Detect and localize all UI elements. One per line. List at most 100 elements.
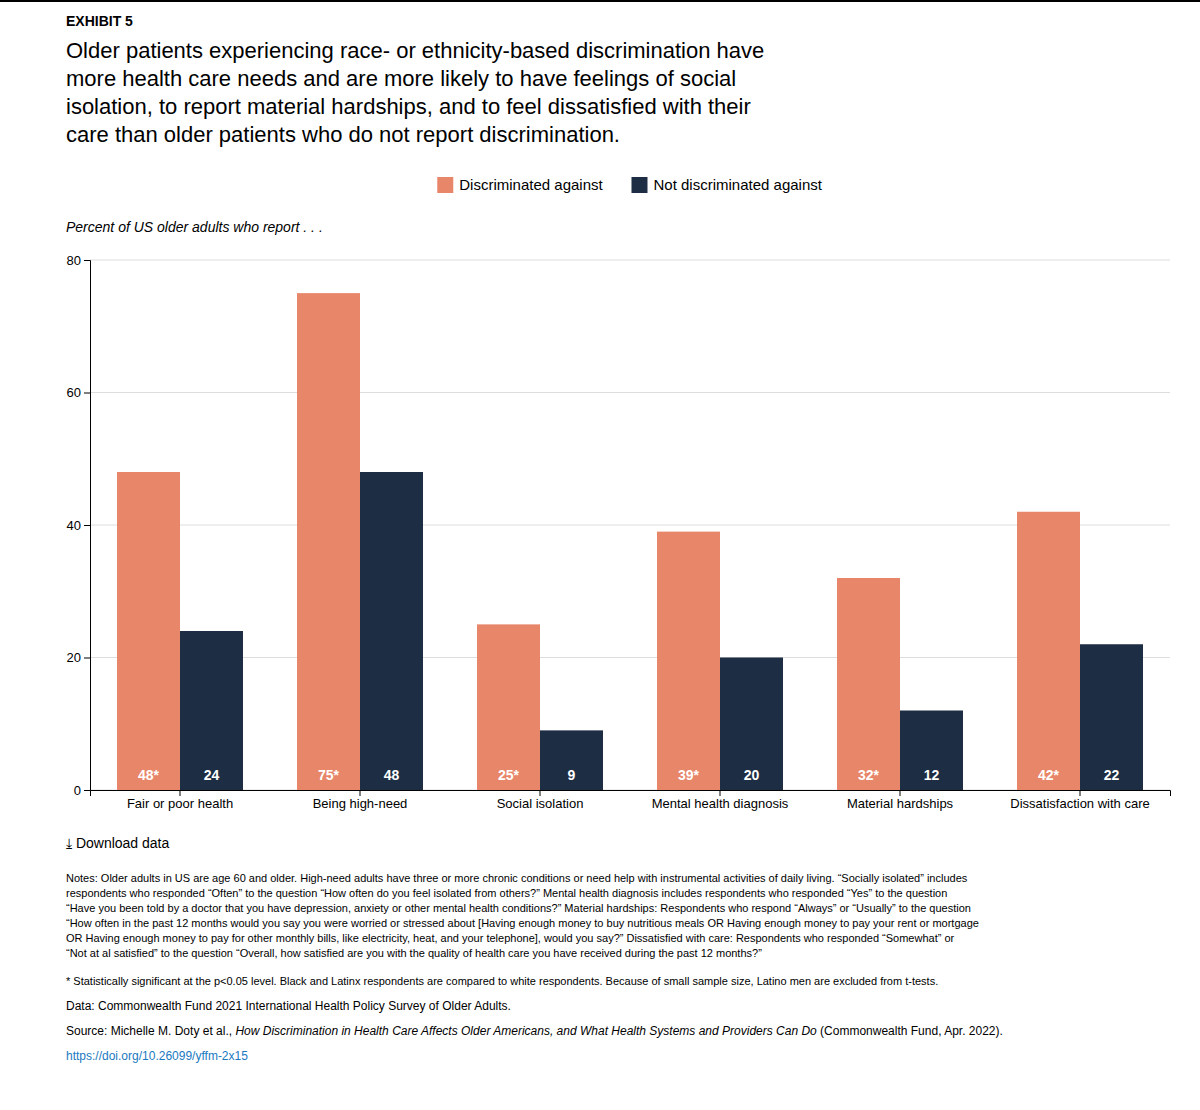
- tick: Fair or poor health: [127, 790, 233, 811]
- download-link[interactable]: ⤓ Download data: [66, 835, 170, 851]
- tick: Being high-need: [313, 790, 408, 811]
- legend-item: Not discriminated against: [631, 176, 822, 193]
- tick-mark: [720, 790, 721, 796]
- y-axis: 0 20 40 60 80: [67, 253, 91, 798]
- tick-label: Dissatisfaction with care: [1010, 796, 1149, 811]
- note-line: “How often in the past 12 months would y…: [66, 917, 979, 929]
- bar: [540, 730, 603, 790]
- tick-mark: [84, 260, 90, 261]
- data-label: 48*: [138, 767, 160, 783]
- legend-label: Not discriminated against: [653, 176, 822, 193]
- grid-line: [90, 392, 1170, 393]
- tick-label: Being high-need: [313, 796, 408, 811]
- bar: [477, 624, 540, 790]
- data-label: 32*: [858, 767, 880, 783]
- series: [180, 472, 1143, 790]
- tick: 60: [67, 385, 90, 400]
- tick-label: Fair or poor health: [127, 796, 233, 811]
- tick-label: 80: [67, 253, 81, 268]
- note-line: “Have you been told by a doctor that you…: [66, 902, 971, 914]
- tick: Dissatisfaction with care: [1010, 790, 1149, 811]
- tick: 0: [74, 783, 90, 798]
- note-line: “Not at al satisfied” to the question “O…: [66, 947, 762, 959]
- legend-item: Discriminated against: [437, 176, 603, 193]
- tick-label: 60: [67, 385, 81, 400]
- chart: EXHIBIT 5 Older patients experiencing rac…: [0, 0, 1200, 1110]
- source: Source: Michelle M. Doty et al., How Dis…: [66, 1024, 1003, 1038]
- source-part: Source: Michelle M. Doty et al.,: [66, 1024, 235, 1038]
- bar: [837, 578, 900, 790]
- subtitle: Percent of US older adults who report . …: [66, 219, 323, 235]
- note-line: OR Having enough money to pay for other …: [66, 932, 955, 944]
- source-url[interactable]: https://doi.org/10.26099/yffm-2x15: [66, 1049, 248, 1063]
- bar: [297, 293, 360, 790]
- top-rule: [0, 0, 1200, 2]
- tick: Mental health diagnosis: [652, 790, 789, 811]
- data-label: 48: [384, 767, 400, 783]
- axis-line: [91, 791, 1171, 797]
- tick-label: 40: [67, 518, 81, 533]
- title-line: isolation, to report material hardships,…: [66, 94, 751, 119]
- tick-label: Mental health diagnosis: [652, 796, 789, 811]
- bar: [720, 658, 783, 791]
- source-part: (Commonwealth Fund, Apr. 2022).: [817, 1024, 1003, 1038]
- bar: [1080, 644, 1143, 790]
- note-line: respondents who responded “Often” to the…: [66, 887, 947, 899]
- legend-swatch: [437, 177, 453, 193]
- bar: [360, 472, 423, 790]
- legend-label: Discriminated against: [459, 176, 603, 193]
- footnote: * Statistically significant at the p<0.0…: [66, 975, 938, 987]
- source-part: How Discrimination in Health Care Affect…: [235, 1024, 817, 1038]
- legend-swatch: [631, 177, 647, 193]
- tick: 40: [67, 518, 90, 533]
- tick: Social isolation: [497, 790, 584, 811]
- tick-mark: [84, 790, 90, 791]
- tick-mark: [84, 525, 90, 526]
- bar: [1017, 512, 1080, 790]
- grid-line: [90, 525, 1170, 526]
- notes: Notes: Older adults in US are age 60 and…: [66, 872, 979, 959]
- note-line: Notes: Older adults in US are age 60 and…: [66, 872, 968, 884]
- tick-mark: [180, 790, 181, 796]
- data-labels: 48* 75* 25* 39* 32* 42* 24 48 9 20 12 22: [138, 767, 1120, 783]
- grid: [90, 260, 1170, 790]
- data-label: 24: [204, 767, 220, 783]
- tick-mark: [84, 393, 90, 394]
- data-label: 75*: [318, 767, 340, 783]
- exhibit-label: EXHIBIT 5: [66, 13, 133, 29]
- tick: 80: [67, 253, 90, 268]
- legend: Discriminated against Not discriminated a…: [437, 176, 822, 193]
- data-label: 9: [568, 767, 576, 783]
- x-axis: Fair or poor health Being high-need Social…: [91, 790, 1171, 811]
- tick: 20: [67, 650, 90, 665]
- data-label: 25*: [498, 767, 520, 783]
- tick-mark: [900, 790, 901, 796]
- title-line: care than older patients who do not repo…: [66, 122, 620, 147]
- data-label: 22: [1104, 767, 1120, 783]
- tick-mark: [1080, 790, 1081, 796]
- bar: [180, 631, 243, 790]
- axis-line: [84, 261, 91, 791]
- data-source: Data: Commonwealth Fund 2021 Internation…: [66, 999, 511, 1013]
- bar: [117, 472, 180, 790]
- tick-label: Social isolation: [497, 796, 584, 811]
- grid-line: [90, 260, 1170, 261]
- data-label: 12: [924, 767, 940, 783]
- data-label: 39*: [678, 767, 700, 783]
- title-line: more health care needs and are more like…: [66, 66, 736, 91]
- title-line: Older patients experiencing race- or eth…: [66, 38, 764, 63]
- bar: [657, 532, 720, 790]
- tick-label: 20: [67, 650, 81, 665]
- tick-mark: [360, 790, 361, 796]
- tick-mark: [84, 658, 90, 659]
- title: Older patients experiencing race- or eth…: [66, 38, 764, 147]
- tick-label: 0: [74, 783, 81, 798]
- tick-mark: [540, 790, 541, 796]
- series: [117, 293, 1080, 790]
- data-label: 20: [744, 767, 760, 783]
- bars: [117, 293, 1143, 790]
- grid-line: [90, 657, 1170, 658]
- data-label: 42*: [1038, 767, 1060, 783]
- bar: [900, 711, 963, 791]
- tick-label: Material hardships: [847, 796, 954, 811]
